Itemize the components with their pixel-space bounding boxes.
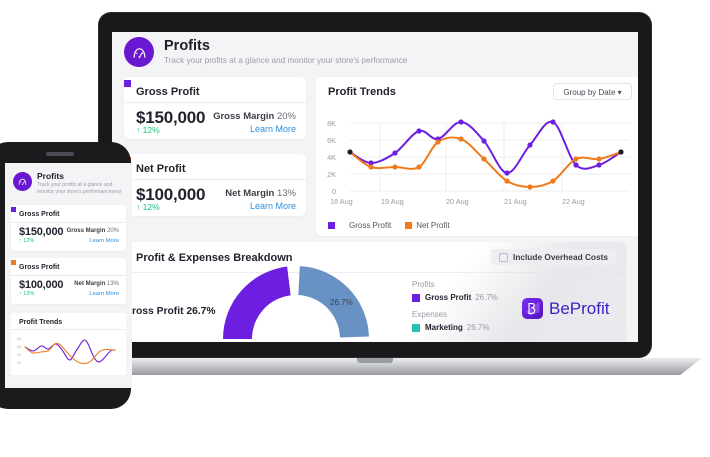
svg-text:4K: 4K (17, 352, 22, 357)
svg-text:2K: 2K (17, 360, 22, 365)
svg-text:8K: 8K (327, 119, 336, 128)
svg-text:8K: 8K (17, 336, 22, 341)
svg-text:20 Aug: 20 Aug (446, 197, 469, 206)
svg-text:0: 0 (332, 187, 336, 196)
svg-text:4K: 4K (327, 153, 336, 162)
svg-text:22 Aug: 22 Aug (562, 197, 585, 206)
svg-text:19 Aug: 19 Aug (381, 197, 404, 206)
svg-text:6K: 6K (327, 136, 336, 145)
svg-text:2K: 2K (327, 170, 336, 179)
svg-text:6K: 6K (17, 344, 22, 349)
svg-text:26.7%: 26.7% (330, 298, 353, 307)
svg-text:18 Aug: 18 Aug (330, 197, 353, 206)
svg-text:21 Aug: 21 Aug (504, 197, 527, 206)
